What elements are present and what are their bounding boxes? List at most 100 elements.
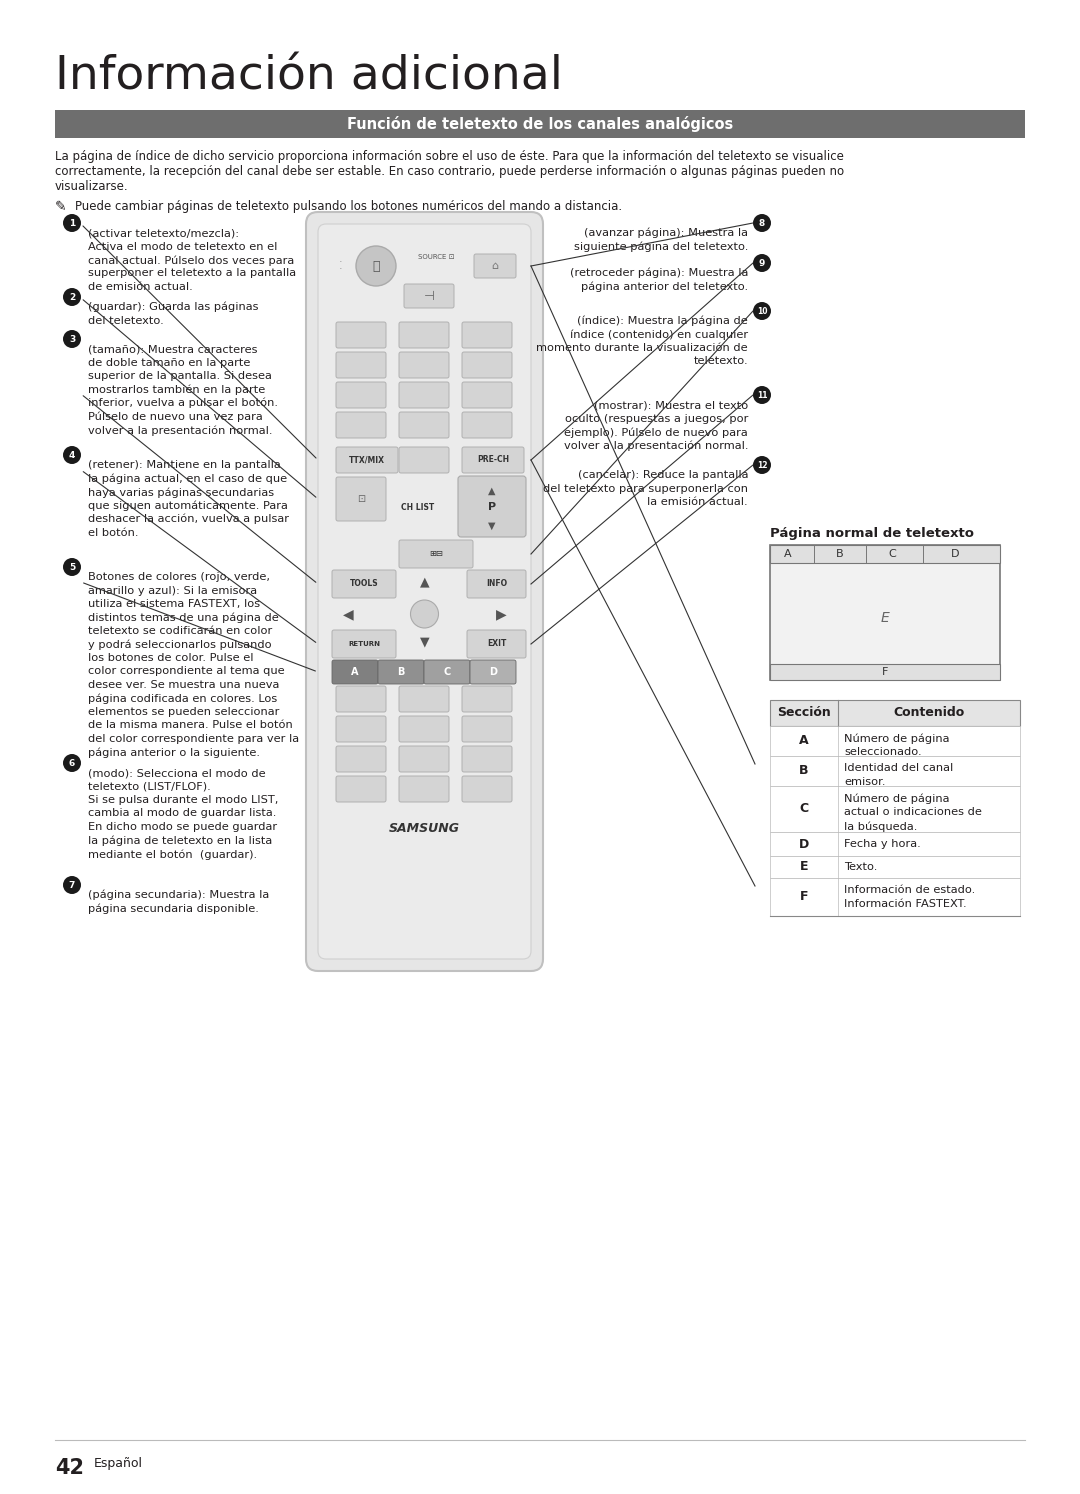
Bar [770, 545, 1000, 680]
FancyBboxPatch shape [336, 716, 386, 743]
FancyBboxPatch shape [336, 477, 386, 521]
FancyBboxPatch shape [336, 447, 399, 474]
Text: Número de página: Número de página [843, 734, 949, 744]
Text: canal actual. Púlselo dos veces para: canal actual. Púlselo dos veces para [87, 255, 294, 266]
FancyBboxPatch shape [399, 323, 449, 348]
Bar [770, 786, 1020, 832]
Text: Información de estado.: Información de estado. [843, 884, 975, 895]
Text: Sección: Sección [778, 707, 831, 720]
Text: 7: 7 [69, 880, 76, 889]
Text: ⏻: ⏻ [373, 260, 380, 272]
Text: correctamente, la recepción del canal debe ser estable. En caso contrario, puede: correctamente, la recepción del canal de… [55, 164, 845, 178]
Text: Español: Español [94, 1457, 143, 1470]
FancyBboxPatch shape [462, 323, 512, 348]
Text: ejemplo). Púlselo de nuevo para: ejemplo). Púlselo de nuevo para [564, 427, 748, 438]
Text: B: B [397, 666, 405, 677]
Text: Contenido: Contenido [893, 707, 964, 720]
Text: C: C [444, 666, 450, 677]
Text: D: D [950, 548, 959, 559]
Text: página anterior del teletexto.: página anterior del teletexto. [581, 281, 748, 291]
FancyBboxPatch shape [336, 382, 386, 408]
FancyBboxPatch shape [399, 353, 449, 378]
FancyBboxPatch shape [318, 224, 531, 959]
Text: de la misma manera. Pulse el botón: de la misma manera. Pulse el botón [87, 720, 293, 731]
Circle shape [63, 214, 81, 232]
Text: ⊞⊟: ⊞⊟ [429, 550, 443, 559]
Text: Activa el modo de teletexto en el: Activa el modo de teletexto en el [87, 242, 278, 251]
Text: deshacer la acción, vuelva a pulsar: deshacer la acción, vuelva a pulsar [87, 514, 289, 524]
Text: y podrá seleccionarlos pulsando: y podrá seleccionarlos pulsando [87, 639, 272, 650]
Text: emisor.: emisor. [843, 777, 886, 787]
Text: desee ver. Se muestra una nueva: desee ver. Se muestra una nueva [87, 680, 280, 690]
Text: Púlselo de nuevo una vez para: Púlselo de nuevo una vez para [87, 411, 262, 421]
Circle shape [63, 288, 81, 306]
Text: inferior, vuelva a pulsar el botón.: inferior, vuelva a pulsar el botón. [87, 397, 278, 408]
FancyBboxPatch shape [399, 716, 449, 743]
Bar [770, 701, 1020, 726]
Text: RETURN: RETURN [348, 641, 380, 647]
Circle shape [356, 247, 396, 285]
FancyBboxPatch shape [336, 746, 386, 772]
FancyBboxPatch shape [462, 447, 524, 474]
Text: que siguen automáticamente. Para: que siguen automáticamente. Para [87, 500, 288, 511]
Text: (retener): Mantiene en la pantalla: (retener): Mantiene en la pantalla [87, 460, 281, 471]
Text: mostrarlos también en la parte: mostrarlos también en la parte [87, 384, 266, 394]
Bar [770, 663, 1000, 680]
Text: índice (contenido) en cualquier: índice (contenido) en cualquier [570, 330, 748, 341]
Text: superponer el teletexto a la pantalla: superponer el teletexto a la pantalla [87, 269, 296, 278]
Text: ⁚: ⁚ [339, 261, 342, 270]
Circle shape [753, 456, 771, 474]
Text: amarillo y azul): Si la emisora: amarillo y azul): Si la emisora [87, 586, 257, 596]
Circle shape [753, 214, 771, 232]
Text: C: C [799, 802, 809, 816]
Text: 6: 6 [69, 759, 76, 768]
FancyBboxPatch shape [467, 630, 526, 657]
Text: Si se pulsa durante el modo LIST,: Si se pulsa durante el modo LIST, [87, 795, 279, 805]
FancyBboxPatch shape [462, 775, 512, 802]
Text: ⊣: ⊣ [423, 290, 434, 302]
Text: (cancelar): Reduce la pantalla: (cancelar): Reduce la pantalla [578, 471, 748, 480]
Text: 9: 9 [759, 258, 766, 267]
Text: elementos se pueden seleccionar: elementos se pueden seleccionar [87, 707, 280, 717]
Text: (avanzar página): Muestra la: (avanzar página): Muestra la [584, 229, 748, 239]
Text: (retroceder página): Muestra la: (retroceder página): Muestra la [569, 267, 748, 278]
Circle shape [63, 875, 81, 893]
FancyBboxPatch shape [470, 660, 516, 684]
Bar [770, 832, 1020, 856]
FancyBboxPatch shape [332, 660, 378, 684]
Text: PRE-CH: PRE-CH [477, 456, 509, 465]
Text: 42: 42 [55, 1458, 84, 1478]
Text: B: B [799, 765, 809, 777]
Text: del teletexto.: del teletexto. [87, 315, 164, 326]
Text: 10: 10 [757, 306, 767, 315]
Text: (guardar): Guarda las páginas: (guardar): Guarda las páginas [87, 302, 258, 312]
Text: ⊡: ⊡ [356, 495, 365, 503]
Text: del teletexto para superponerla con: del teletexto para superponerla con [543, 484, 748, 493]
Text: INFO: INFO [486, 580, 508, 589]
Text: 1: 1 [69, 218, 76, 227]
Text: cambia al modo de guardar lista.: cambia al modo de guardar lista. [87, 808, 276, 819]
Text: 12: 12 [757, 460, 767, 469]
FancyBboxPatch shape [404, 284, 454, 308]
Text: 11: 11 [757, 390, 767, 399]
Text: SAMSUNG: SAMSUNG [389, 822, 460, 835]
Text: (activar teletexto/mezcla):: (activar teletexto/mezcla): [87, 229, 239, 238]
FancyBboxPatch shape [336, 775, 386, 802]
Bar [770, 856, 1020, 878]
Text: ▼: ▼ [420, 635, 430, 648]
Text: la página actual, en el caso de que: la página actual, en el caso de que [87, 474, 287, 484]
FancyBboxPatch shape [399, 382, 449, 408]
FancyBboxPatch shape [399, 686, 449, 713]
Text: SOURCE ⊡: SOURCE ⊡ [418, 254, 455, 260]
Text: volver a la presentación normal.: volver a la presentación normal. [87, 424, 272, 435]
Text: 4: 4 [69, 451, 76, 460]
Text: En dicho modo se puede guardar: En dicho modo se puede guardar [87, 822, 278, 832]
Text: superior de la pantalla. Si desea: superior de la pantalla. Si desea [87, 371, 272, 381]
FancyBboxPatch shape [336, 412, 386, 438]
Text: momento durante la visualización de: momento durante la visualización de [537, 344, 748, 353]
Text: color correspondiente al tema que: color correspondiente al tema que [87, 666, 285, 677]
FancyBboxPatch shape [332, 630, 396, 657]
Text: Número de página: Número de página [843, 793, 949, 804]
Text: 3: 3 [69, 335, 76, 344]
Text: teletexto (LIST/FLOF).: teletexto (LIST/FLOF). [87, 781, 211, 792]
